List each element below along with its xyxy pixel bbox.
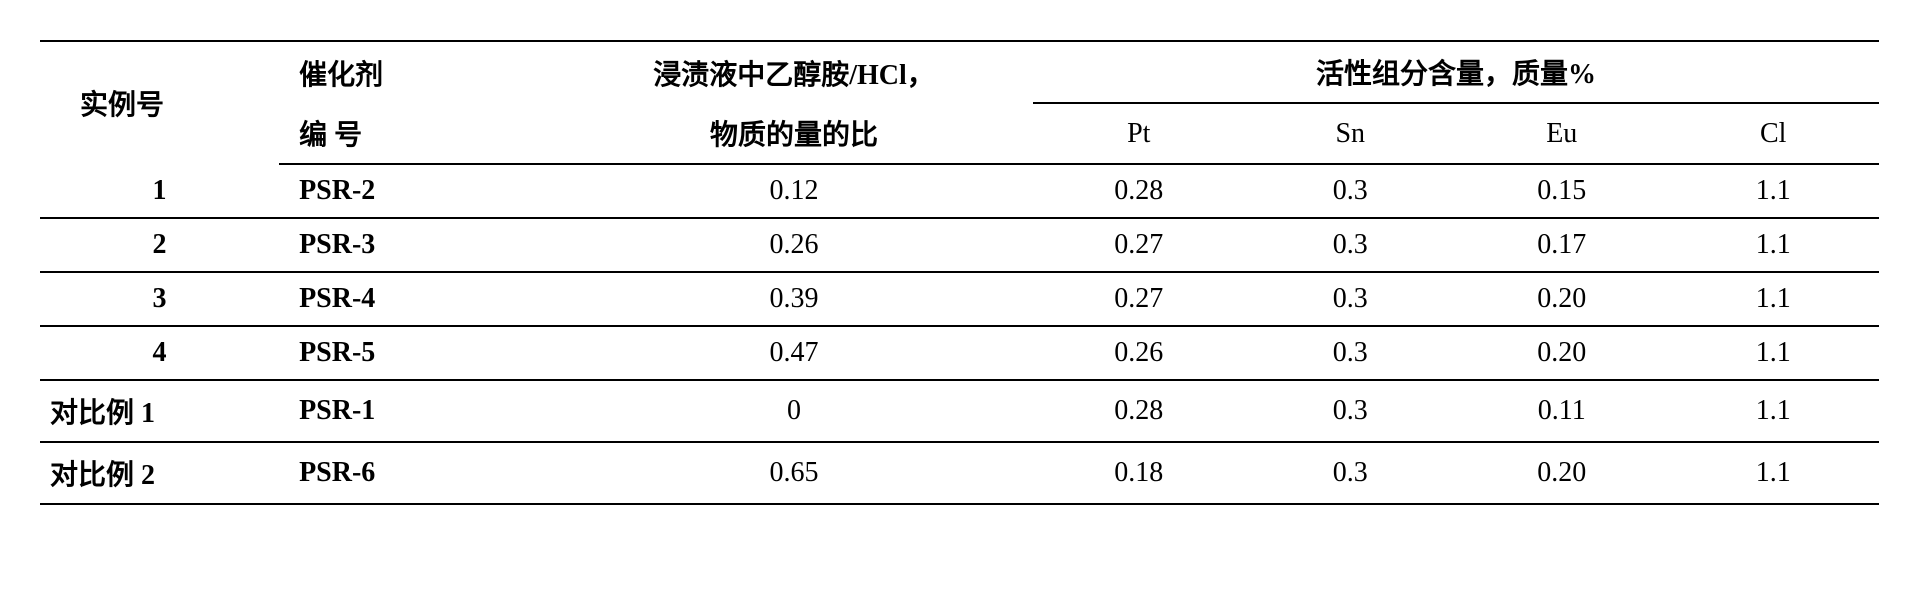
hdr-eu: Eu <box>1456 103 1667 164</box>
table-body: 1 PSR-2 0.12 0.28 0.3 0.15 1.1 2 PSR-3 0… <box>40 164 1879 504</box>
cell-eu: 0.20 <box>1456 442 1667 504</box>
cell-cl: 1.1 <box>1667 326 1879 380</box>
hdr-catalyst-line2: 编 号 <box>279 103 555 164</box>
cell-example-no: 3 <box>40 272 279 326</box>
cell-catalyst: PSR-5 <box>279 326 555 380</box>
cell-ratio: 0 <box>555 380 1033 442</box>
cell-sn: 0.3 <box>1245 218 1456 272</box>
hdr-example-no: 实例号 <box>40 41 279 164</box>
cell-eu: 0.11 <box>1456 380 1667 442</box>
header-row-2: 编 号 物质的量的比 Pt Sn Eu Cl <box>40 103 1879 164</box>
cell-cl: 1.1 <box>1667 218 1879 272</box>
cell-pt: 0.26 <box>1033 326 1244 380</box>
cell-cl: 1.1 <box>1667 272 1879 326</box>
hdr-ratio-line2: 物质的量的比 <box>555 103 1033 164</box>
cell-pt: 0.28 <box>1033 164 1244 218</box>
table-row: 2 PSR-3 0.26 0.27 0.3 0.17 1.1 <box>40 218 1879 272</box>
table-row: 对比例 1 PSR-1 0 0.28 0.3 0.11 1.1 <box>40 380 1879 442</box>
cell-pt: 0.27 <box>1033 272 1244 326</box>
cell-eu: 0.20 <box>1456 326 1667 380</box>
cell-example-no: 对比例 1 <box>40 380 279 442</box>
cell-example-no: 2 <box>40 218 279 272</box>
hdr-cl: Cl <box>1667 103 1879 164</box>
cell-cl: 1.1 <box>1667 442 1879 504</box>
hdr-sn: Sn <box>1245 103 1456 164</box>
cell-pt: 0.27 <box>1033 218 1244 272</box>
cell-catalyst: PSR-1 <box>279 380 555 442</box>
cell-ratio: 0.26 <box>555 218 1033 272</box>
cell-eu: 0.20 <box>1456 272 1667 326</box>
cell-pt: 0.28 <box>1033 380 1244 442</box>
cell-ratio: 0.47 <box>555 326 1033 380</box>
table-row: 对比例 2 PSR-6 0.65 0.18 0.3 0.20 1.1 <box>40 442 1879 504</box>
cell-sn: 0.3 <box>1245 164 1456 218</box>
table-header: 实例号 催化剂 浸渍液中乙醇胺/HCl， 活性组分含量，质量% 编 号 物质的量… <box>40 41 1879 164</box>
cell-eu: 0.15 <box>1456 164 1667 218</box>
cell-catalyst: PSR-2 <box>279 164 555 218</box>
cell-catalyst: PSR-6 <box>279 442 555 504</box>
cell-ratio: 0.39 <box>555 272 1033 326</box>
cell-ratio: 0.12 <box>555 164 1033 218</box>
cell-ratio: 0.65 <box>555 442 1033 504</box>
hdr-ratio-line1: 浸渍液中乙醇胺/HCl， <box>555 41 1033 103</box>
cell-catalyst: PSR-3 <box>279 218 555 272</box>
catalyst-table-container: 实例号 催化剂 浸渍液中乙醇胺/HCl， 活性组分含量，质量% 编 号 物质的量… <box>40 40 1879 505</box>
cell-sn: 0.3 <box>1245 272 1456 326</box>
hdr-active-group: 活性组分含量，质量% <box>1033 41 1879 103</box>
cell-cl: 1.1 <box>1667 164 1879 218</box>
cell-sn: 0.3 <box>1245 442 1456 504</box>
table-row: 1 PSR-2 0.12 0.28 0.3 0.15 1.1 <box>40 164 1879 218</box>
hdr-catalyst-line1: 催化剂 <box>279 41 555 103</box>
cell-cl: 1.1 <box>1667 380 1879 442</box>
cell-sn: 0.3 <box>1245 380 1456 442</box>
cell-pt: 0.18 <box>1033 442 1244 504</box>
table-row: 3 PSR-4 0.39 0.27 0.3 0.20 1.1 <box>40 272 1879 326</box>
table-row: 4 PSR-5 0.47 0.26 0.3 0.20 1.1 <box>40 326 1879 380</box>
cell-catalyst: PSR-4 <box>279 272 555 326</box>
header-row-1: 实例号 催化剂 浸渍液中乙醇胺/HCl， 活性组分含量，质量% <box>40 41 1879 103</box>
catalyst-table: 实例号 催化剂 浸渍液中乙醇胺/HCl， 活性组分含量，质量% 编 号 物质的量… <box>40 40 1879 505</box>
cell-example-no: 1 <box>40 164 279 218</box>
cell-example-no: 对比例 2 <box>40 442 279 504</box>
cell-example-no: 4 <box>40 326 279 380</box>
cell-sn: 0.3 <box>1245 326 1456 380</box>
hdr-pt: Pt <box>1033 103 1244 164</box>
cell-eu: 0.17 <box>1456 218 1667 272</box>
